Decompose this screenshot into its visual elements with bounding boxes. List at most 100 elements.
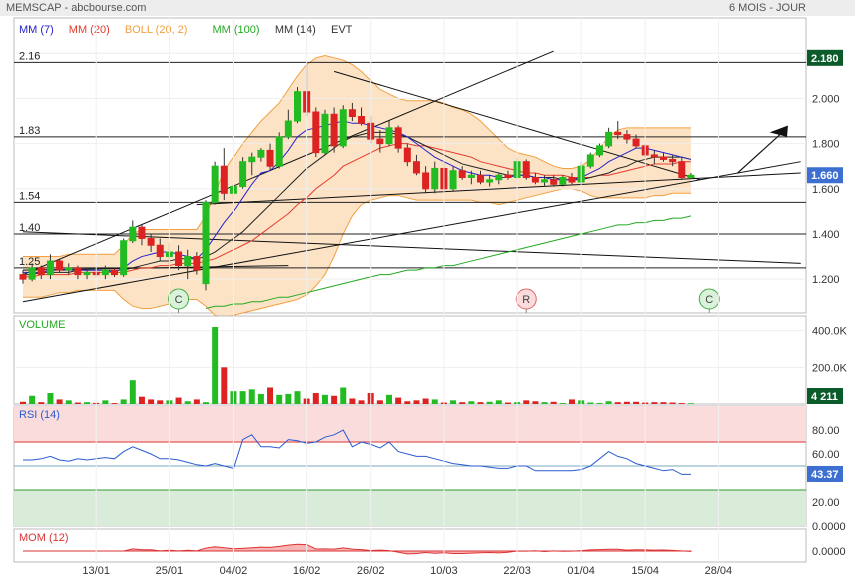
rsi-tick-label: 0.0000 bbox=[812, 521, 846, 533]
candle-body bbox=[550, 179, 558, 185]
date-tick-label: 04/02 bbox=[220, 565, 248, 577]
candle-body bbox=[28, 267, 36, 280]
event-marker-letter: C bbox=[705, 294, 713, 306]
candle-body bbox=[294, 91, 301, 122]
candle-body bbox=[477, 174, 484, 183]
mm100-line bbox=[205, 215, 692, 309]
candle-body bbox=[632, 138, 640, 147]
rsi-badge: 43.37 bbox=[811, 469, 839, 481]
event-marker bbox=[698, 288, 720, 310]
volume-bar bbox=[413, 400, 420, 404]
symbol-title: MEMSCAP - abcbourse.com bbox=[6, 2, 147, 14]
candle-body bbox=[394, 127, 402, 149]
volume-bar bbox=[633, 401, 640, 404]
mom-tick-label: 0.0000 bbox=[812, 546, 846, 558]
volume-bar bbox=[504, 402, 511, 404]
candle-body bbox=[239, 161, 247, 188]
volume-bar bbox=[312, 393, 319, 404]
volume-bar bbox=[331, 395, 338, 404]
level-label: 2.16 bbox=[19, 50, 40, 62]
trend-line bbox=[22, 231, 801, 264]
candle-body bbox=[202, 201, 210, 285]
candle-body bbox=[486, 179, 494, 183]
volume-bar bbox=[569, 399, 575, 404]
volume-bar bbox=[65, 400, 72, 404]
candle-body bbox=[431, 167, 439, 190]
volume-bar bbox=[38, 402, 45, 404]
volume-bar bbox=[129, 380, 136, 404]
candle-body bbox=[248, 156, 256, 163]
legend-item: BOLL (20, 2) bbox=[125, 24, 188, 36]
level-label: 1.54 bbox=[19, 190, 40, 202]
volume-bar bbox=[120, 399, 127, 404]
candle-body bbox=[193, 256, 201, 271]
rsi-overbought-zone bbox=[14, 406, 806, 442]
legend-item: EVT bbox=[331, 24, 353, 36]
volume-bar bbox=[468, 401, 475, 404]
volume-bar bbox=[349, 398, 356, 404]
candle-body bbox=[101, 269, 109, 276]
volume-bar bbox=[203, 402, 209, 404]
date-tick-label: 25/01 bbox=[156, 565, 184, 577]
chart-header: MEMSCAP - abcbourse.com 6 MOIS - JOUR bbox=[0, 0, 855, 16]
candle-body bbox=[522, 161, 530, 178]
rsi-tick-label: 60.00 bbox=[812, 449, 840, 461]
volume-bar bbox=[532, 401, 539, 404]
volume-bar bbox=[257, 393, 264, 404]
event-marker bbox=[168, 288, 190, 310]
volume-bar bbox=[285, 393, 292, 404]
current-price-badge-bg bbox=[807, 167, 843, 184]
candle-body bbox=[65, 267, 73, 271]
trend-line bbox=[22, 50, 554, 276]
legend-item: MM (14) bbox=[275, 24, 316, 36]
date-tick-label: 28/04 bbox=[705, 565, 733, 577]
rsi-tick-label: 20.00 bbox=[812, 497, 840, 509]
date-tick-label: 26/02 bbox=[357, 565, 385, 577]
volume-bar bbox=[248, 389, 255, 404]
volume-bar bbox=[84, 402, 91, 404]
volume-label: VOLUME bbox=[19, 319, 65, 331]
candle-body bbox=[156, 244, 164, 258]
volume-panel: VOLUME 400.0K 200.0K 4 211 bbox=[13, 315, 848, 405]
candle-body bbox=[321, 113, 329, 154]
candle-body bbox=[650, 154, 658, 158]
last-price-badge-bg bbox=[807, 49, 843, 66]
bollinger-lower bbox=[23, 188, 691, 319]
date-tick-label: 15/04 bbox=[631, 565, 659, 577]
period-label: 6 MOIS - JOUR bbox=[728, 2, 806, 14]
candle-body bbox=[220, 165, 228, 194]
volume-bar bbox=[294, 391, 301, 404]
volume-bar bbox=[102, 400, 109, 404]
volume-bar bbox=[477, 402, 484, 404]
event-marker bbox=[515, 288, 537, 310]
arrow-annotation bbox=[737, 131, 783, 174]
legend-item: MM (7) bbox=[19, 24, 54, 36]
event-marker-letter: R bbox=[522, 294, 530, 306]
volume-bar bbox=[193, 399, 200, 404]
volume-bar bbox=[157, 400, 164, 404]
volume-bar bbox=[678, 403, 685, 404]
legend-item: MM (100) bbox=[213, 24, 260, 36]
candle-body bbox=[348, 109, 356, 118]
candle-body bbox=[678, 161, 686, 178]
date-tick-label: 10/03 bbox=[430, 565, 458, 577]
date-tick-label: 01/04 bbox=[567, 565, 595, 577]
candle-body bbox=[312, 111, 320, 154]
candle-body bbox=[19, 274, 27, 280]
current-price-badge: 1.660 bbox=[811, 170, 839, 182]
volume-bar bbox=[596, 403, 603, 404]
candle-body bbox=[83, 271, 91, 276]
volume-bar bbox=[614, 402, 621, 404]
volume-bar bbox=[550, 401, 557, 404]
volume-tick-label: 400.0K bbox=[812, 326, 848, 338]
price-tick-label: 1.400 bbox=[812, 229, 840, 241]
arrow-head bbox=[769, 125, 788, 137]
volume-bar bbox=[623, 401, 630, 404]
volume-bar bbox=[239, 391, 246, 404]
candle-body bbox=[46, 260, 54, 276]
candle-body bbox=[559, 177, 567, 185]
candle-body bbox=[614, 131, 622, 136]
volume-bar bbox=[404, 401, 411, 404]
candle-body bbox=[129, 226, 137, 242]
